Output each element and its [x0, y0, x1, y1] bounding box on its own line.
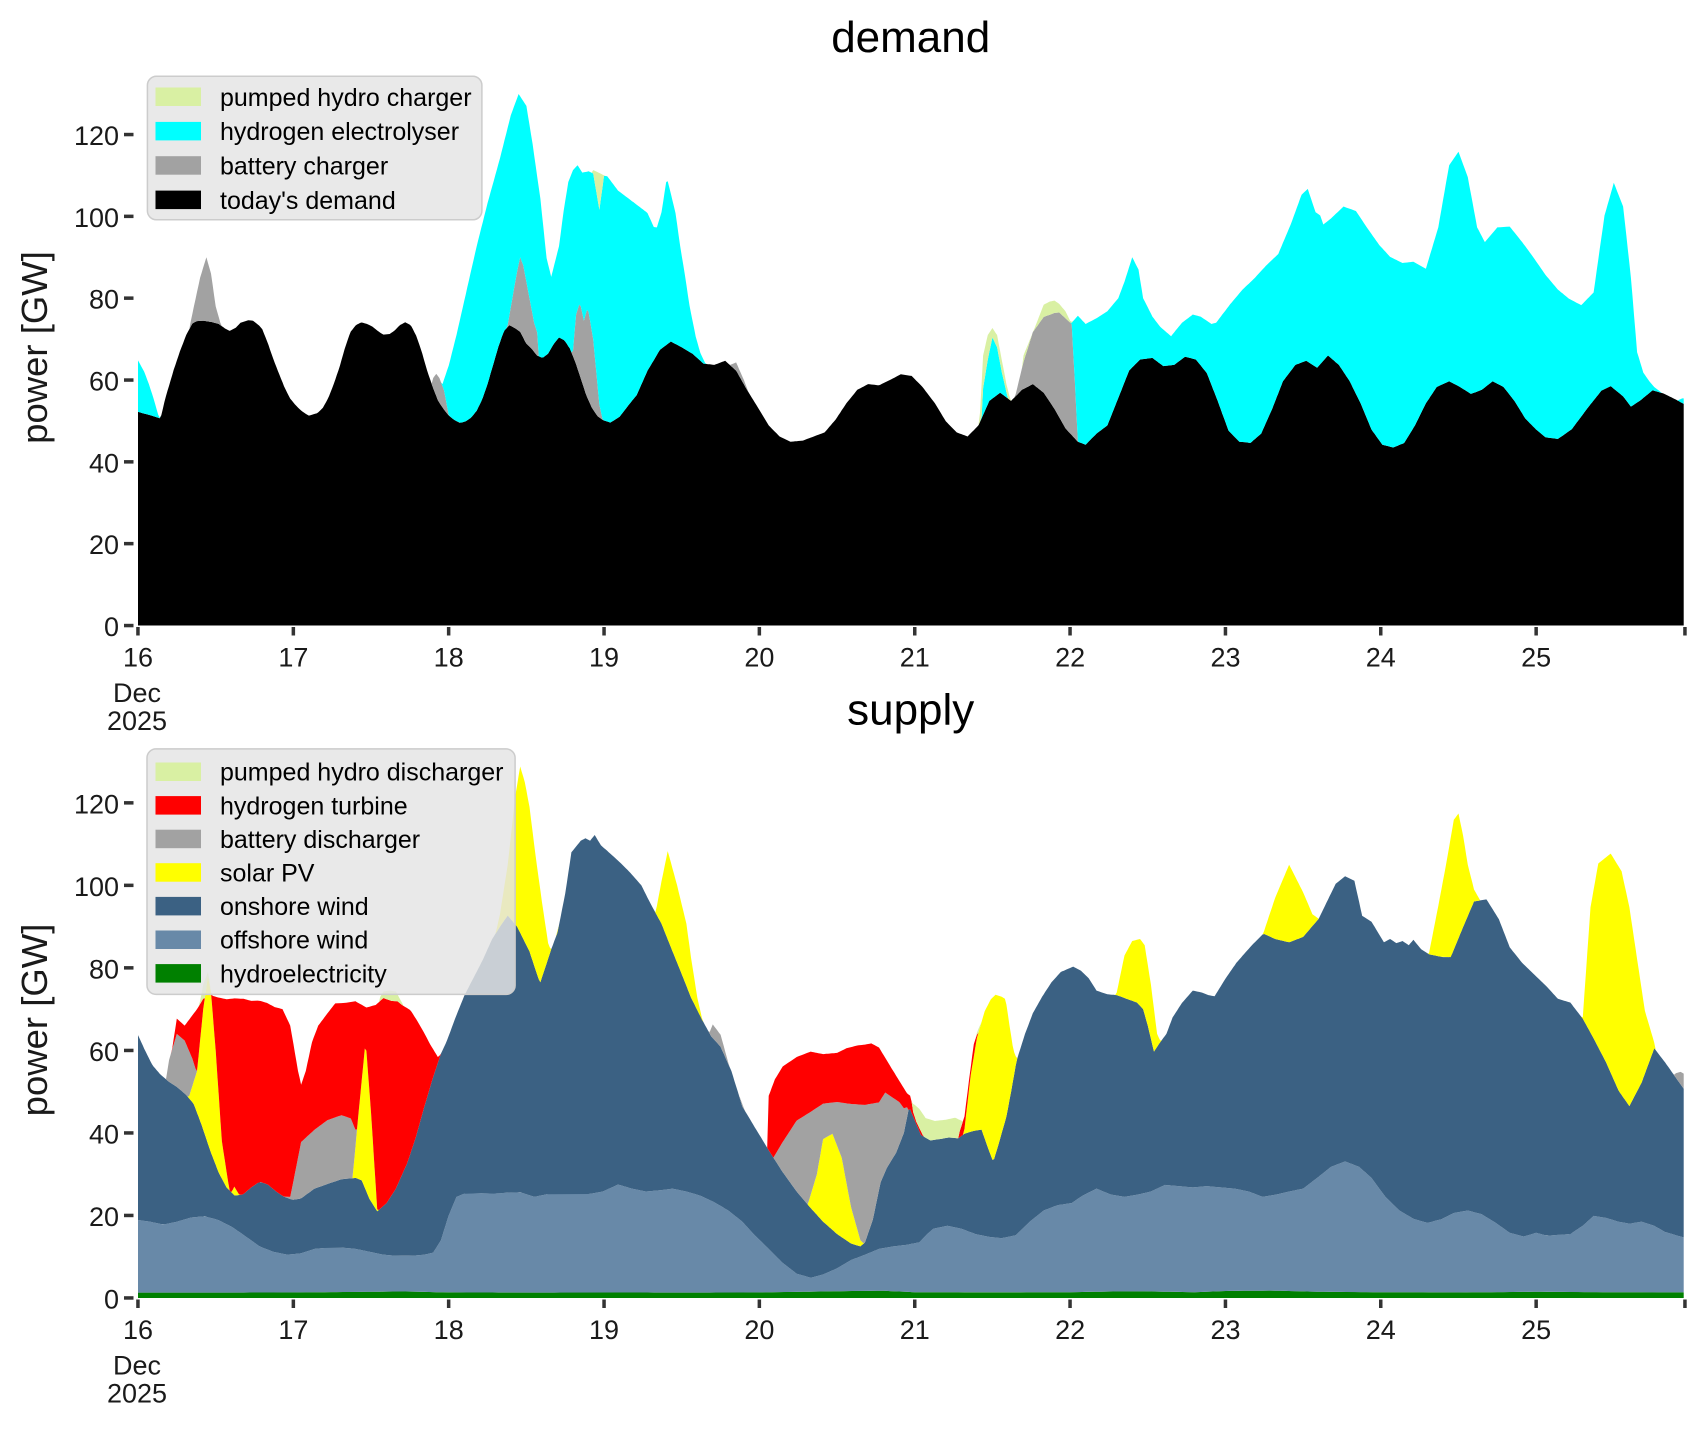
svg-text:0: 0: [104, 1285, 119, 1315]
svg-text:hydrogen turbine: hydrogen turbine: [220, 792, 408, 820]
svg-text:demand: demand: [831, 13, 990, 62]
svg-text:2025: 2025: [107, 1378, 167, 1408]
svg-text:battery charger: battery charger: [220, 153, 388, 181]
svg-text:pumped hydro discharger: pumped hydro discharger: [220, 759, 504, 787]
svg-text:40: 40: [89, 1119, 119, 1149]
svg-text:60: 60: [89, 367, 119, 397]
svg-text:Dec: Dec: [113, 678, 161, 708]
svg-text:solar PV: solar PV: [220, 860, 315, 888]
svg-text:19: 19: [589, 642, 619, 672]
svg-text:23: 23: [1210, 642, 1240, 672]
svg-text:80: 80: [89, 285, 119, 315]
svg-text:power [GW]: power [GW]: [14, 924, 55, 1117]
svg-text:21: 21: [900, 642, 930, 672]
svg-text:Dec: Dec: [113, 1350, 161, 1380]
svg-text:24: 24: [1366, 1315, 1396, 1345]
svg-text:17: 17: [278, 642, 308, 672]
svg-text:offshore wind: offshore wind: [220, 927, 368, 955]
svg-text:20: 20: [744, 642, 774, 672]
svg-text:40: 40: [89, 448, 119, 478]
svg-text:20: 20: [89, 530, 119, 560]
svg-text:22: 22: [1055, 642, 1085, 672]
svg-text:19: 19: [589, 1315, 619, 1345]
svg-text:battery discharger: battery discharger: [220, 826, 420, 854]
svg-text:60: 60: [89, 1037, 119, 1067]
svg-text:pumped hydro charger: pumped hydro charger: [220, 84, 472, 112]
svg-text:power [GW]: power [GW]: [14, 251, 55, 444]
svg-text:18: 18: [434, 642, 464, 672]
svg-text:80: 80: [89, 954, 119, 984]
svg-text:100: 100: [74, 872, 119, 902]
svg-text:18: 18: [434, 1315, 464, 1345]
svg-text:16: 16: [123, 1315, 153, 1345]
svg-text:25: 25: [1521, 1315, 1551, 1345]
svg-text:today's demand: today's demand: [220, 187, 396, 215]
svg-text:120: 120: [74, 789, 119, 819]
svg-text:2025: 2025: [107, 706, 167, 736]
svg-text:16: 16: [123, 642, 153, 672]
svg-text:24: 24: [1366, 642, 1396, 672]
svg-text:25: 25: [1521, 642, 1551, 672]
svg-text:23: 23: [1210, 1315, 1240, 1345]
svg-text:17: 17: [278, 1315, 308, 1345]
svg-text:20: 20: [744, 1315, 774, 1345]
svg-text:20: 20: [89, 1202, 119, 1232]
svg-text:onshore wind: onshore wind: [220, 893, 369, 921]
svg-text:hydrogen electrolyser: hydrogen electrolyser: [220, 118, 459, 146]
svg-text:supply: supply: [847, 686, 974, 735]
svg-text:0: 0: [104, 612, 119, 642]
svg-text:120: 120: [74, 121, 119, 151]
svg-text:22: 22: [1055, 1315, 1085, 1345]
svg-text:21: 21: [900, 1315, 930, 1345]
svg-text:100: 100: [74, 203, 119, 233]
svg-text:hydroelectricity: hydroelectricity: [220, 960, 387, 988]
